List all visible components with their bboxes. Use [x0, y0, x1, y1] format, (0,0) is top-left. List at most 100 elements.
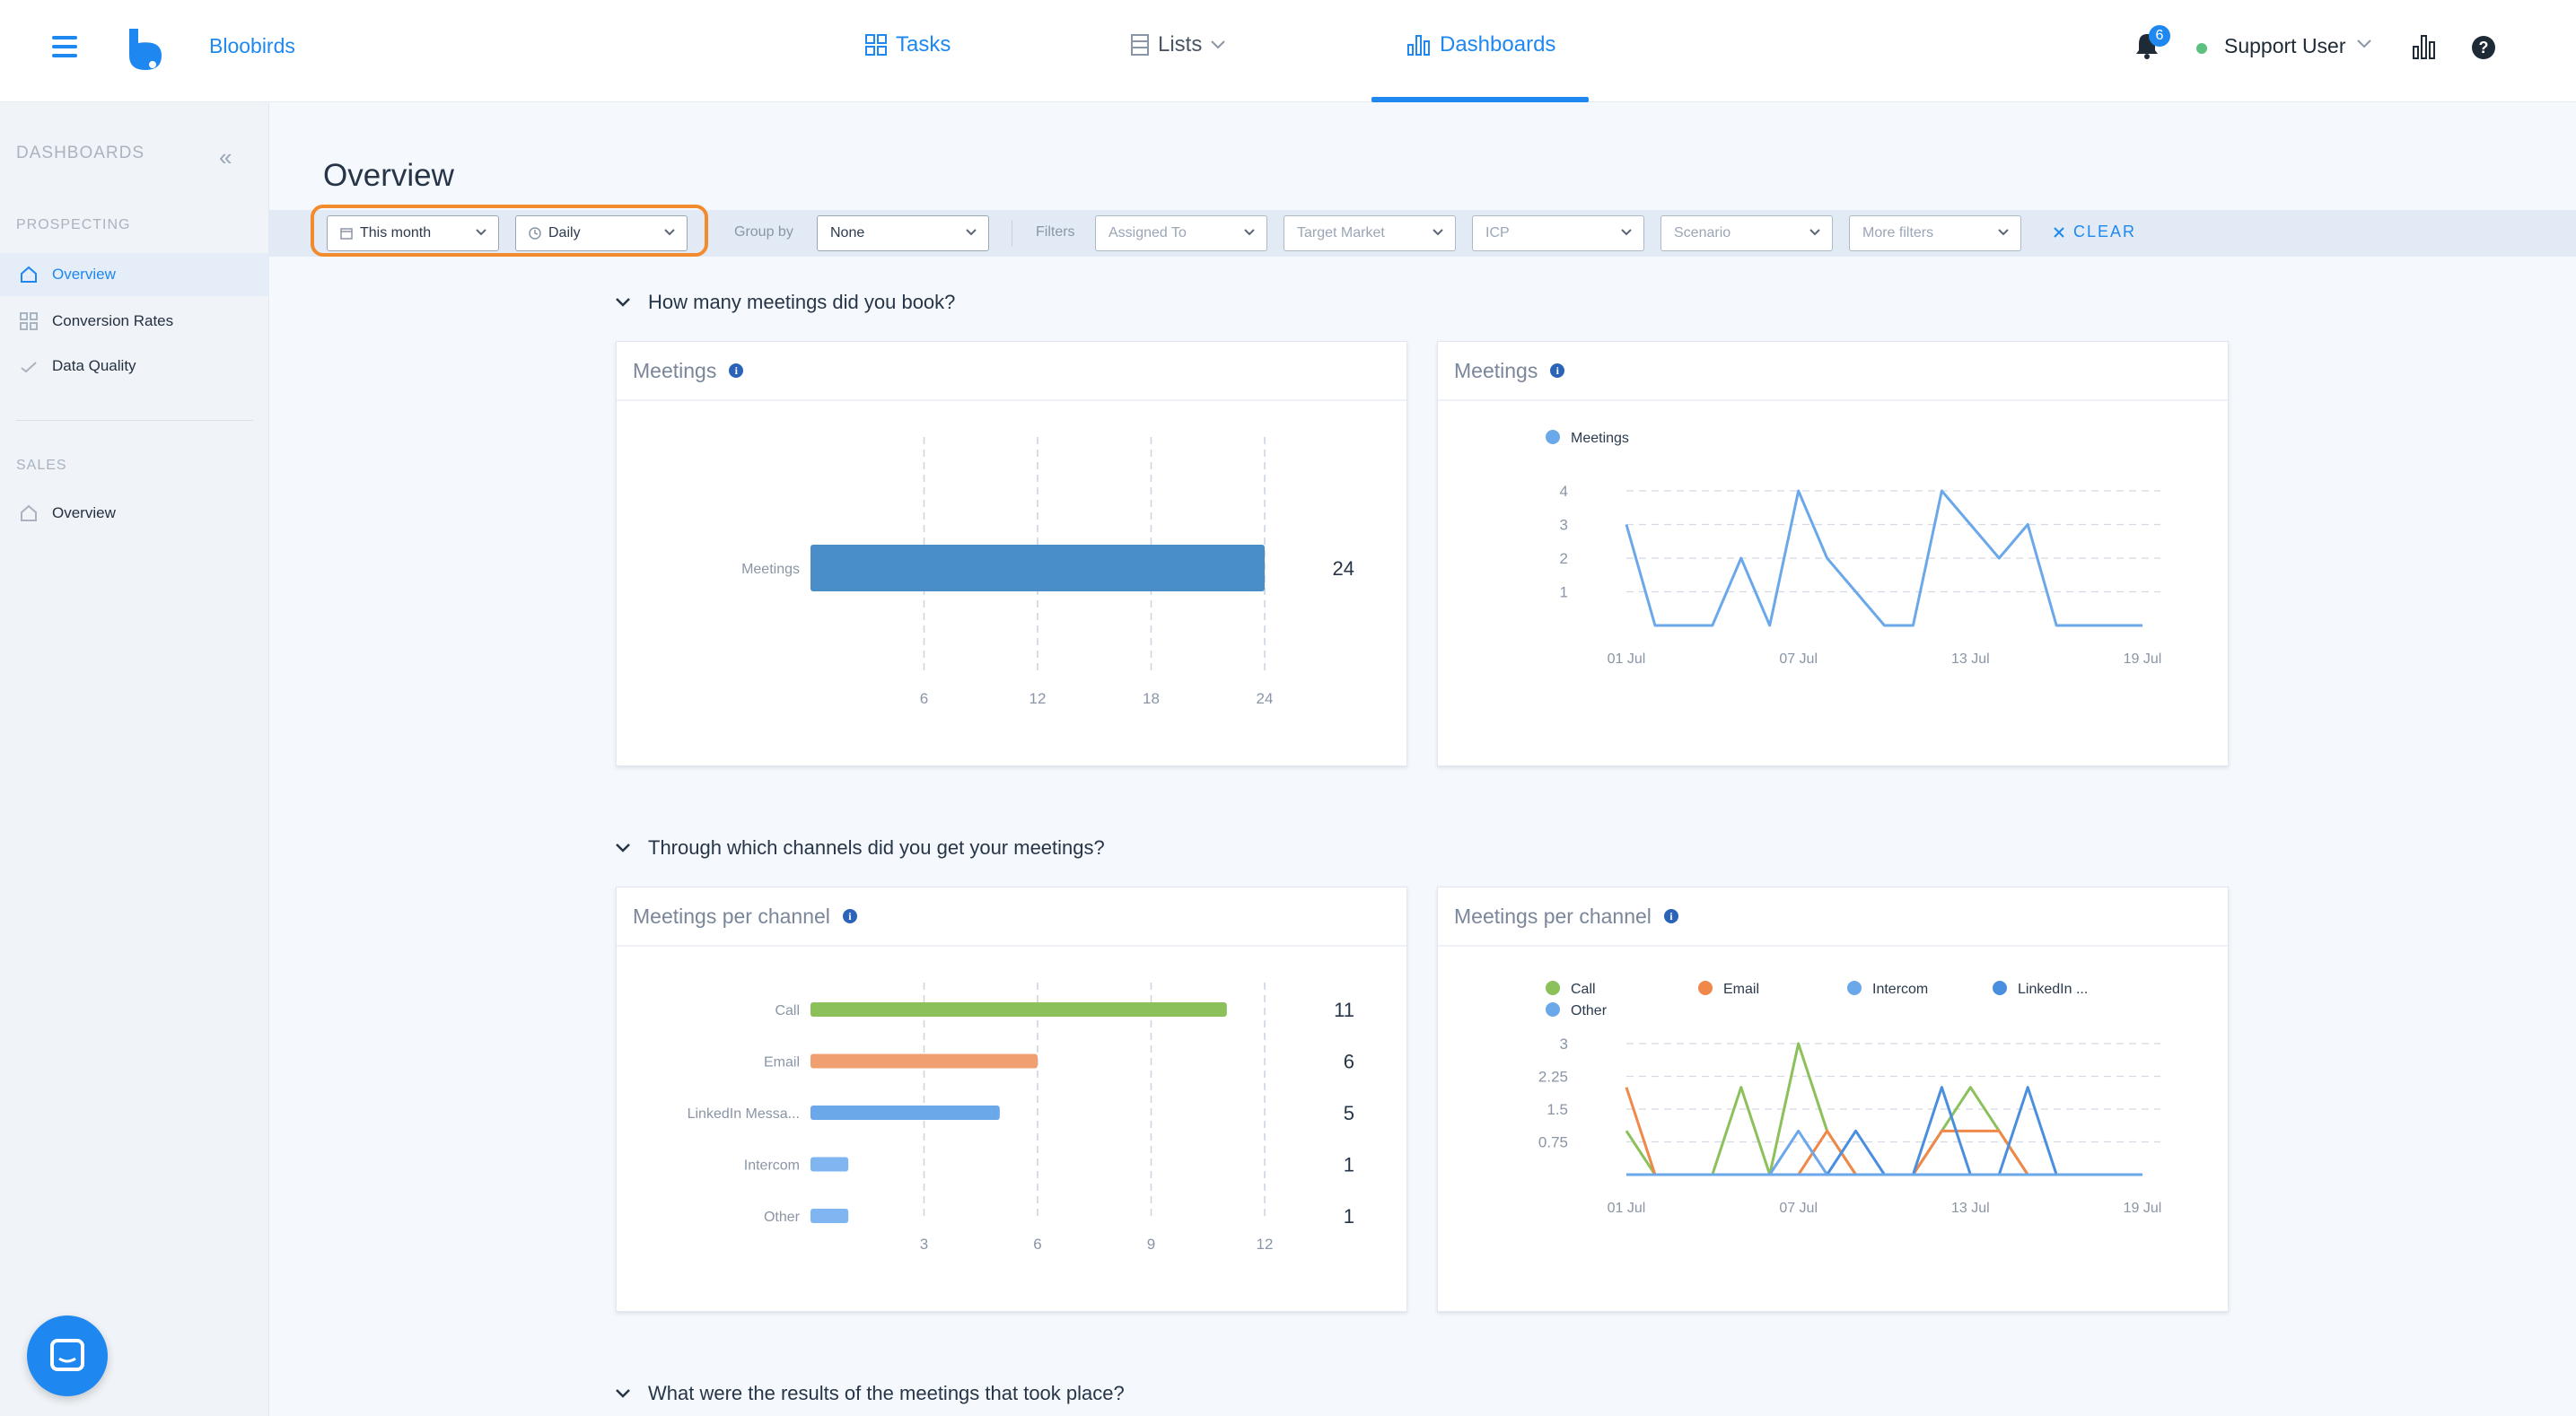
legend-label: Call: [1571, 982, 1596, 997]
info-icon[interactable]: i: [1663, 909, 1678, 923]
sidebar-item-conversion-rates[interactable]: Conversion Rates: [0, 300, 269, 343]
section-toggle-meetings-booked[interactable]: How many meetings did you book?: [616, 291, 955, 314]
data-label: 1: [1344, 1205, 1354, 1228]
legend-label: Other: [1571, 1003, 1608, 1018]
sidebar-item-sales-overview[interactable]: Overview: [0, 492, 269, 535]
card-title: Meetings: [1454, 358, 1538, 382]
chevron-down-icon: [616, 298, 630, 307]
grid-icon: [20, 312, 38, 330]
legend-label: Meetings: [1571, 431, 1629, 446]
x-tick-label: 18: [1143, 690, 1160, 707]
legend-marker: [1546, 981, 1560, 995]
sidebar-item-data-quality[interactable]: Data Quality: [0, 345, 269, 388]
data-label: 5: [1344, 1102, 1354, 1124]
more-filters-select[interactable]: More filters: [1849, 215, 2021, 251]
x-tick-label: 6: [1033, 1236, 1041, 1253]
card-title: Meetings per channel: [633, 904, 830, 928]
grid-icon: [865, 34, 887, 56]
info-icon[interactable]: i: [1550, 363, 1565, 378]
check-icon: [21, 362, 37, 373]
help-icon[interactable]: ?: [2472, 36, 2495, 59]
home-icon: [21, 266, 37, 283]
nav-lists[interactable]: Lists: [1131, 32, 1226, 57]
legend-marker: [1993, 981, 2007, 995]
menu-icon[interactable]: [52, 36, 77, 57]
nav-lists-label: Lists: [1158, 32, 1203, 57]
chevron-down-icon[interactable]: [2357, 39, 2371, 48]
x-tick-label: 13 Jul: [1951, 1201, 1990, 1216]
x-tick-label: 19 Jul: [2124, 1201, 2162, 1216]
user-menu[interactable]: Support User: [2224, 34, 2346, 57]
category-label: Meetings: [741, 562, 800, 577]
category-label: LinkedIn Messa...: [688, 1106, 800, 1122]
section-question: Through which channels did you get your …: [648, 836, 1105, 859]
chevron-down-icon: [1621, 229, 1632, 236]
sidebar-item-prospecting-overview[interactable]: Overview: [0, 253, 269, 296]
group-by-value: None: [830, 225, 865, 240]
section-question: How many meetings did you book?: [648, 291, 956, 313]
y-tick-label: 3: [1560, 517, 1568, 534]
meetings-bar-chart: 6 12 18 24 Meetings 24: [741, 437, 1354, 707]
date-range-select[interactable]: This month: [327, 215, 499, 251]
x-tick-label: 19 Jul: [2124, 651, 2162, 667]
nav-dashboards-label: Dashboards: [1440, 32, 1556, 57]
clear-label: CLEAR: [2073, 223, 2137, 240]
nav-dashboards[interactable]: Dashboards: [1407, 32, 1555, 57]
x-tick-label: 3: [920, 1236, 928, 1253]
notification-badge: 6: [2149, 25, 2170, 47]
section-toggle-meeting-results[interactable]: What were the results of the meetings th…: [616, 1382, 1125, 1405]
page-title: Overview: [323, 158, 454, 193]
bar-chart-icon: [1407, 35, 1430, 56]
target-market-placeholder: Target Market: [1297, 225, 1385, 240]
series-line: [1625, 489, 2142, 627]
chevron-down-icon: [1998, 229, 2009, 236]
x-tick-label: 07 Jul: [1779, 1201, 1818, 1216]
stats-icon[interactable]: [2413, 34, 2436, 59]
bar: [810, 1106, 1000, 1120]
sidebar-divider: [16, 420, 253, 421]
category-label: Call: [775, 1003, 800, 1018]
target-market-filter[interactable]: Target Market: [1284, 215, 1456, 251]
chevron-down-icon: [616, 1389, 630, 1398]
collapse-sidebar-icon[interactable]: «: [219, 144, 232, 170]
info-icon[interactable]: i: [729, 363, 744, 378]
granularity-select[interactable]: Daily: [515, 215, 688, 251]
legend-marker: [1847, 981, 1862, 995]
close-icon: [2054, 226, 2064, 238]
data-label: 6: [1344, 1051, 1354, 1073]
bar: [810, 1053, 1038, 1069]
group-by-select[interactable]: None: [817, 215, 989, 251]
sidebar-title: DASHBOARDS: [16, 144, 145, 162]
x-tick-label: 07 Jul: [1779, 651, 1818, 667]
chevron-down-icon: [966, 229, 977, 236]
series-line: [1626, 1129, 2142, 1176]
legend-label: Intercom: [1872, 982, 1928, 997]
x-tick-label: 01 Jul: [1608, 651, 1646, 667]
bloobirds-logo[interactable]: [126, 27, 165, 70]
brand-name[interactable]: Bloobirds: [209, 34, 295, 57]
legend-marker: [1546, 430, 1560, 444]
category-label: Intercom: [744, 1158, 800, 1174]
chevron-down-icon: [476, 229, 486, 236]
icp-placeholder: ICP: [1485, 225, 1510, 240]
y-tick-label: 2.25: [1538, 1069, 1568, 1086]
scenario-filter[interactable]: Scenario: [1660, 215, 1833, 251]
meetings-line-card: Meetings i 1 2 3 4 01 Jul 07 Jul 13 Jul 19 Jul M…: [1437, 341, 2229, 766]
icp-filter[interactable]: ICP: [1472, 215, 1644, 251]
assigned-to-filter[interactable]: Assigned To: [1095, 215, 1267, 251]
scenario-placeholder: Scenario: [1674, 225, 1731, 240]
x-tick-label: 13 Jul: [1951, 651, 1990, 667]
nav-tasks[interactable]: Tasks: [865, 32, 951, 57]
bar: [810, 545, 1265, 591]
home-icon: [21, 504, 37, 521]
calendar-icon: [340, 228, 353, 240]
chat-launcher-button[interactable]: [27, 1315, 108, 1396]
meetings-bar-card: Meetings i 6 12 18 24 Meetings 24: [616, 341, 1407, 766]
section-question: What were the results of the meetings th…: [648, 1382, 1125, 1404]
section-toggle-meetings-channels[interactable]: Through which channels did you get your …: [616, 836, 1105, 860]
more-filters-placeholder: More filters: [1862, 225, 1934, 240]
clock-icon: [529, 227, 541, 240]
clear-filters-button[interactable]: CLEAR: [2054, 223, 2136, 241]
chevron-down-icon: [1433, 229, 1443, 236]
info-icon[interactable]: i: [842, 909, 857, 923]
